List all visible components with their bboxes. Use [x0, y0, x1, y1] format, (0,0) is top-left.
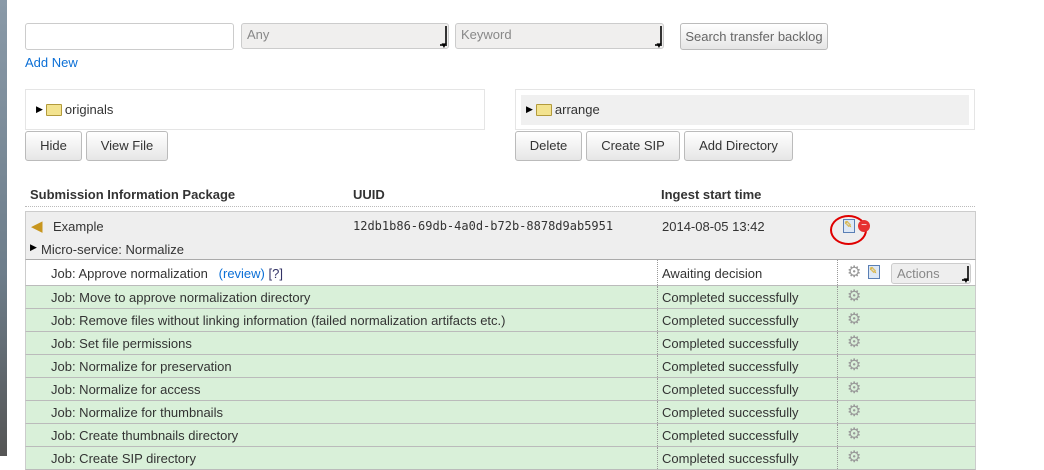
job-status: Completed successfully: [662, 290, 799, 305]
actions-value: Actions: [897, 266, 940, 281]
microservice-label[interactable]: Micro-service: Normalize: [41, 242, 185, 257]
dropdown-arrow-icon: ▼: [440, 26, 448, 50]
actions-select[interactable]: Actions ▼: [891, 263, 971, 285]
folder-icon: [45, 103, 62, 116]
job-row: Job: Create SIP directory Completed succe…: [25, 447, 976, 470]
node-label: arrange: [554, 102, 600, 117]
gear-icon[interactable]: ⚙: [847, 449, 862, 466]
job-status: Completed successfully: [662, 359, 799, 374]
edit-metadata-icon[interactable]: ✎: [843, 219, 855, 233]
edit-icon[interactable]: ✎: [868, 265, 880, 279]
job-name: Job: Normalize for thumbnails: [51, 405, 223, 420]
type-select-value: Keyword: [461, 27, 512, 42]
sip-start-time: 2014-08-05 13:42: [662, 219, 765, 234]
job-row-pending: Job: Approve normalization (review) [?] …: [25, 259, 976, 286]
help-link[interactable]: [?]: [268, 266, 283, 281]
job-name: Job: Create thumbnails directory: [51, 428, 239, 443]
job-row: Job: Normalize for preservation Completed…: [25, 355, 976, 378]
job-name: Job: Set file permissions: [51, 336, 192, 351]
job-name: Job: Normalize for access: [51, 382, 201, 397]
search-input[interactable]: [25, 23, 234, 50]
expand-icon[interactable]: ▶: [36, 104, 43, 114]
arrange-tree: ▶ arrange: [515, 89, 975, 130]
node-label: originals: [64, 102, 114, 117]
col-header-sip: Submission Information Package: [30, 187, 236, 202]
sip-icon: ◀: [31, 218, 43, 235]
job-status: Completed successfully: [662, 451, 799, 466]
job-status: Completed successfully: [662, 382, 799, 397]
sip-uuid: 12db1b86-69db-4a0d-b72b-8878d9ab5951: [353, 219, 614, 233]
job-row: Job: Set file permissions Completed succe…: [25, 332, 976, 355]
sip-row[interactable]: ◀ Example 12db1b86-69db-4a0d-b72b-8878d9…: [25, 211, 976, 259]
remove-icon[interactable]: −: [858, 220, 870, 232]
dropdown-arrow-icon: ▼: [962, 266, 970, 285]
view-file-button[interactable]: View File: [86, 131, 168, 161]
job-name: Job: Normalize for preservation: [51, 359, 232, 374]
job-row: Job: Remove files without linking inform…: [25, 309, 976, 332]
create-sip-button[interactable]: Create SIP: [586, 131, 680, 161]
field-select[interactable]: Any ▼: [241, 23, 449, 50]
type-select[interactable]: Keyword ▼: [455, 23, 664, 50]
job-name: Job: Approve normalization (review) [?]: [51, 266, 283, 281]
gear-icon[interactable]: ⚙: [847, 426, 862, 443]
gear-icon[interactable]: ⚙: [847, 403, 862, 420]
tree-node-arrange[interactable]: ▶ arrange: [526, 102, 600, 117]
hide-button[interactable]: Hide: [25, 131, 82, 161]
gear-icon[interactable]: ⚙: [847, 311, 862, 328]
job-name: Job: Move to approve normalization direc…: [51, 290, 311, 305]
delete-button[interactable]: Delete: [515, 131, 582, 161]
sip-name: Example: [53, 219, 104, 234]
gear-icon[interactable]: ⚙: [847, 357, 862, 374]
gear-icon[interactable]: ⚙: [847, 264, 862, 281]
field-select-value: Any: [247, 27, 270, 42]
search-button[interactable]: Search transfer backlog: [680, 23, 828, 50]
job-row: Job: Move to approve normalization direc…: [25, 286, 976, 309]
folder-icon: [535, 103, 552, 116]
originals-tree: ▶ originals: [25, 89, 485, 130]
add-new-link[interactable]: Add New: [25, 55, 78, 70]
gear-icon[interactable]: ⚙: [847, 334, 862, 351]
job-status: Completed successfully: [662, 336, 799, 351]
window-edge: [0, 0, 7, 456]
job-status: Completed successfully: [662, 313, 799, 328]
job-name: Job: Create SIP directory: [51, 451, 196, 466]
review-link[interactable]: (review): [218, 266, 265, 281]
gear-icon[interactable]: ⚙: [847, 380, 862, 397]
job-status: Completed successfully: [662, 405, 799, 420]
col-header-start-time: Ingest start time: [661, 187, 762, 202]
dropdown-arrow-icon: ▼: [655, 26, 663, 50]
job-status: Awaiting decision: [662, 266, 763, 281]
header-divider: [25, 206, 975, 207]
job-name: Job: Remove files without linking inform…: [51, 313, 506, 328]
job-row: Job: Normalize for access Completed succe…: [25, 378, 976, 401]
add-directory-button[interactable]: Add Directory: [684, 131, 793, 161]
gear-icon[interactable]: ⚙: [847, 288, 862, 305]
job-row: Job: Create thumbnails directory Complete…: [25, 424, 976, 447]
job-row: Job: Normalize for thumbnails Completed s…: [25, 401, 976, 424]
col-header-uuid: UUID: [353, 187, 385, 202]
job-status: Completed successfully: [662, 428, 799, 443]
expand-icon[interactable]: ▶: [30, 242, 37, 252]
tree-node-originals[interactable]: ▶ originals: [36, 102, 113, 117]
expand-icon[interactable]: ▶: [526, 104, 533, 114]
